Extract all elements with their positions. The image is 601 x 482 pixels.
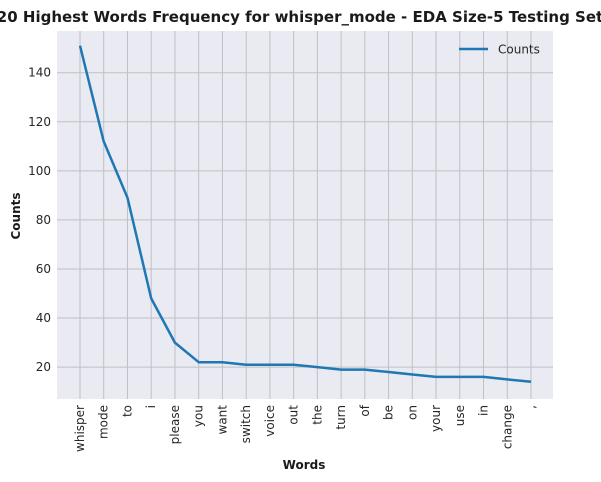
x-tick-label: turn xyxy=(334,405,348,430)
y-tick-label: 120 xyxy=(28,115,51,129)
y-tick-label: 40 xyxy=(36,311,51,325)
x-tick-label: mode xyxy=(97,405,111,439)
y-tick-label: 140 xyxy=(28,66,51,80)
y-tick-label: 60 xyxy=(36,262,51,276)
x-tick-label: out xyxy=(287,405,301,425)
x-tick-label: in xyxy=(477,405,491,416)
x-tick-label: of xyxy=(358,404,372,416)
x-tick-label: the xyxy=(310,405,324,425)
x-tick-label: want xyxy=(215,405,229,435)
series-layer xyxy=(78,45,532,384)
x-tick-label: on xyxy=(405,405,419,420)
x-tick-label: use xyxy=(453,405,467,426)
plot-background xyxy=(57,31,553,399)
y-tick-label: 20 xyxy=(36,360,51,374)
x-tick-label: change xyxy=(500,405,514,449)
x-tick-label: voice xyxy=(263,405,277,437)
x-tick-label: be xyxy=(382,405,396,420)
x-tick-label: your xyxy=(429,405,443,432)
x-tick-label: please xyxy=(168,405,182,444)
y-tick-label: 100 xyxy=(28,164,51,178)
x-axis-label: Words xyxy=(283,458,326,472)
x-tick-label: whisper xyxy=(73,405,87,452)
y-axis-label: Counts xyxy=(9,192,23,239)
x-axis-ticks: whisper mode to i please you want switch voice ou… xyxy=(73,404,538,452)
x-tick-label: switch xyxy=(239,405,253,443)
grid-lines xyxy=(57,31,553,399)
x-tick-label: , xyxy=(524,405,538,409)
legend: Counts xyxy=(459,43,540,57)
y-axis-ticks: 20 40 60 80 100 120 140 xyxy=(28,66,51,374)
chart-title: 20 Highest Words Frequency for whisper_m… xyxy=(0,8,601,26)
x-tick-label: i xyxy=(144,405,158,408)
x-tick-label: you xyxy=(192,405,206,427)
series-line-counts xyxy=(78,45,532,384)
x-tick-label: to xyxy=(120,405,134,417)
legend-label-counts: Counts xyxy=(498,43,540,57)
y-tick-label: 80 xyxy=(36,213,51,227)
